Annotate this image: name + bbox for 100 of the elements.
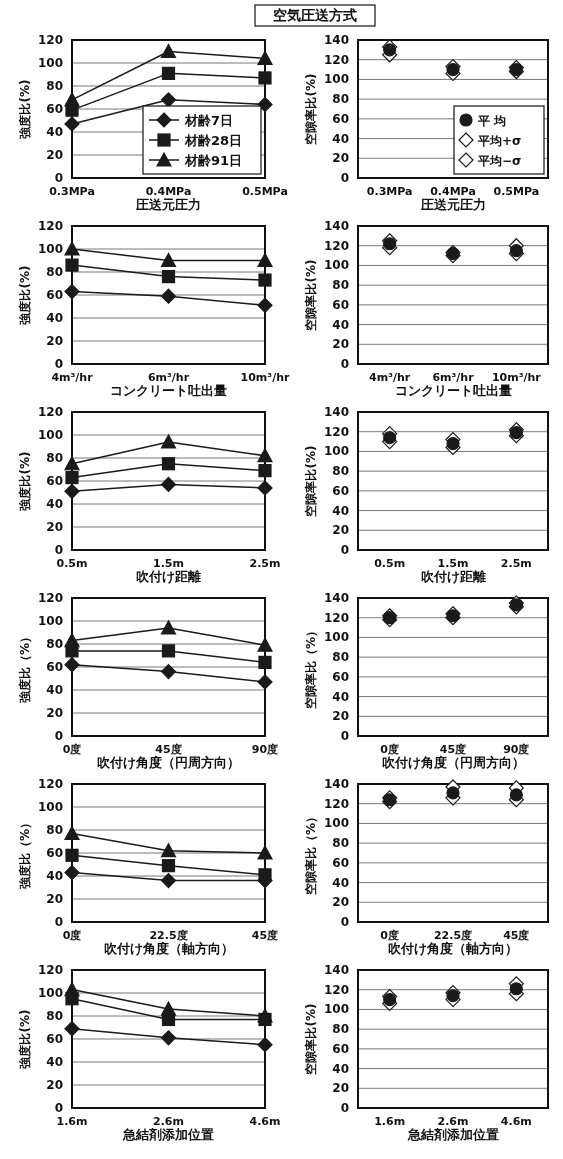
- y-tick-label: 100: [323, 258, 349, 273]
- y-tick-label: 80: [46, 1009, 63, 1023]
- y-tick-label: 60: [46, 846, 63, 860]
- x-tick-label: 1.6m: [374, 1115, 406, 1128]
- x-tick-label: 0.3MPa: [49, 185, 95, 198]
- x-tick-label: 45度: [251, 929, 279, 942]
- y-tick-label: 100: [323, 72, 349, 87]
- y-tick-label: 40: [46, 683, 63, 697]
- x-axis-title: 吹付け角度（軸方向）: [388, 941, 518, 956]
- y-tick-label: 0: [340, 357, 349, 371]
- x-tick-label: 4.6m: [500, 1115, 532, 1128]
- y-axis-title: 空隙率比(%): [304, 73, 318, 145]
- y-tick-label: 120: [323, 424, 349, 439]
- x-axis-title: コンクリート吐出量: [394, 383, 512, 398]
- y-axis-title: 空隙率比(%): [304, 445, 318, 517]
- x-tick-label: 22.5度: [433, 929, 473, 942]
- x-tick-label: 0.4MPa: [430, 185, 476, 198]
- x-tick-label: 45度: [503, 929, 530, 942]
- x-tick-label: 0度: [380, 743, 399, 756]
- y-axis-title: 空隙率比(%): [304, 259, 318, 331]
- x-tick-label: 0.4MPa: [145, 185, 192, 198]
- y-tick-label: 80: [332, 650, 349, 665]
- y-tick-label: 80: [46, 637, 63, 651]
- legend-label: 材齢28日: [184, 133, 243, 148]
- y-tick-label: 40: [332, 1061, 349, 1076]
- y-tick-label: 100: [37, 56, 63, 70]
- x-tick-label: 45度: [155, 743, 182, 756]
- y-tick-label: 0: [340, 915, 349, 929]
- y-tick-label: 0: [340, 729, 349, 743]
- y-tick-label: 40: [332, 503, 349, 518]
- y-tick-label: 120: [37, 591, 63, 605]
- y-tick-label: 100: [323, 630, 349, 645]
- x-tick-label: 0度: [380, 929, 399, 942]
- y-tick-label: 40: [46, 125, 63, 139]
- x-axis-title: 圧送元圧力: [419, 197, 486, 212]
- x-tick-label: 10m³/hr: [240, 371, 290, 384]
- y-tick-label: 0: [54, 1101, 63, 1115]
- y-axis-title: 強度比(%): [18, 1009, 32, 1069]
- y-tick-label: 80: [332, 92, 349, 107]
- x-tick-label: 22.5度: [149, 929, 188, 942]
- y-tick-label: 100: [323, 444, 349, 459]
- x-tick-label: 2.6m: [153, 1115, 184, 1128]
- x-tick-label: 45度: [439, 743, 467, 756]
- legend-label: 平均−σ: [477, 154, 522, 168]
- y-tick-label: 20: [46, 892, 63, 906]
- y-tick-label: 0: [340, 543, 349, 557]
- y-tick-label: 80: [46, 265, 63, 279]
- y-axis-title: 強度比(%): [18, 265, 32, 325]
- y-tick-label: 120: [37, 33, 63, 47]
- y-tick-label: 80: [332, 1022, 349, 1037]
- y-tick-label: 20: [332, 337, 349, 352]
- y-axis-title: 空隙率比(%): [304, 1003, 318, 1075]
- x-tick-label: 90度: [503, 743, 530, 756]
- legend-label: 材齢7日: [184, 113, 234, 128]
- y-axis-title: 空隙率比（%）: [304, 624, 318, 710]
- x-tick-label: 0度: [62, 929, 82, 942]
- y-tick-label: 20: [332, 523, 349, 538]
- y-tick-label: 100: [37, 428, 63, 442]
- y-tick-label: 140: [323, 591, 349, 605]
- x-axis-title: 急結剤添加位置: [122, 1127, 214, 1142]
- y-tick-label: 40: [332, 689, 349, 704]
- y-tick-label: 140: [323, 777, 349, 791]
- y-tick-label: 80: [46, 451, 63, 465]
- y-tick-label: 40: [46, 1055, 63, 1069]
- y-axis-title: 強度比(%): [18, 451, 32, 511]
- y-tick-label: 60: [332, 483, 349, 498]
- y-tick-label: 20: [46, 706, 63, 720]
- x-tick-label: 0.3MPa: [366, 185, 413, 198]
- y-tick-label: 60: [46, 102, 63, 116]
- y-tick-label: 60: [46, 474, 63, 488]
- x-tick-label: 2.6m: [437, 1115, 469, 1128]
- y-tick-label: 40: [332, 131, 349, 146]
- y-tick-label: 80: [332, 464, 349, 479]
- y-tick-label: 0: [54, 543, 63, 557]
- x-tick-label: 4.6m: [249, 1115, 281, 1128]
- y-tick-label: 60: [46, 1032, 63, 1046]
- legend-label: 材齢91日: [184, 153, 243, 168]
- y-tick-label: 20: [332, 151, 349, 166]
- x-tick-label: 1.5m: [153, 557, 184, 570]
- x-tick-label: 6m³/hr: [147, 371, 190, 384]
- y-tick-label: 0: [54, 171, 63, 185]
- x-tick-label: 1.5m: [437, 557, 469, 570]
- y-tick-label: 0: [340, 171, 349, 185]
- y-tick-label: 60: [332, 669, 349, 684]
- y-tick-label: 80: [332, 278, 349, 293]
- x-axis-title: 吹付け角度（円周方向）: [381, 755, 525, 770]
- y-tick-label: 100: [37, 614, 63, 628]
- y-tick-label: 140: [323, 963, 349, 977]
- x-tick-label: 0.5MPa: [242, 185, 288, 198]
- legend-label: 平 均: [477, 114, 507, 128]
- y-tick-label: 20: [46, 334, 63, 348]
- x-tick-label: 10m³/hr: [491, 371, 542, 384]
- y-tick-label: 100: [37, 242, 63, 256]
- x-tick-label: 0度: [62, 743, 82, 756]
- y-tick-label: 20: [332, 1081, 349, 1096]
- y-tick-label: 60: [46, 660, 63, 674]
- y-tick-label: 140: [323, 219, 349, 233]
- legend-label: 平均+σ: [477, 134, 522, 148]
- y-tick-label: 20: [332, 709, 349, 724]
- x-axis-title: 吹付け距離: [420, 569, 486, 584]
